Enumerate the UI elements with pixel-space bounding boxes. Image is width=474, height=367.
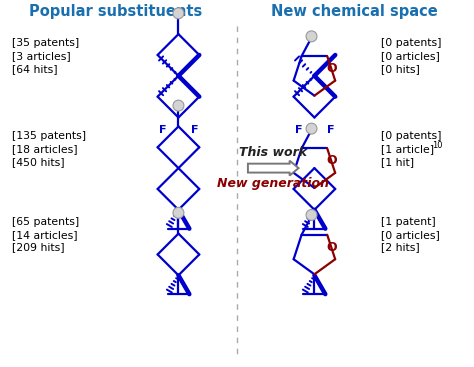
Circle shape: [173, 100, 184, 111]
Text: [1 article]: [1 article]: [381, 144, 434, 154]
Circle shape: [306, 123, 317, 134]
Text: F: F: [327, 126, 334, 135]
Text: [2 hits]: [2 hits]: [381, 243, 419, 252]
Text: F: F: [159, 126, 166, 135]
Text: [1 patent]: [1 patent]: [381, 217, 436, 227]
Circle shape: [173, 207, 184, 218]
Text: [450 hits]: [450 hits]: [12, 157, 64, 167]
Text: [18 articles]: [18 articles]: [12, 144, 77, 154]
Text: [0 patents]: [0 patents]: [381, 38, 441, 48]
Text: This work: This work: [239, 146, 307, 159]
Text: [135 patents]: [135 patents]: [12, 131, 86, 141]
Circle shape: [173, 8, 184, 19]
Text: [0 articles]: [0 articles]: [381, 51, 440, 61]
Circle shape: [306, 210, 317, 221]
Text: New chemical space: New chemical space: [271, 4, 438, 19]
Text: [1 hit]: [1 hit]: [381, 157, 414, 167]
Text: F: F: [295, 126, 302, 135]
Text: [0 articles]: [0 articles]: [381, 230, 440, 240]
Text: O: O: [326, 154, 337, 167]
Text: [14 articles]: [14 articles]: [12, 230, 77, 240]
Text: [35 patents]: [35 patents]: [12, 38, 79, 48]
Text: [209 hits]: [209 hits]: [12, 243, 64, 252]
Text: F: F: [191, 126, 198, 135]
Text: O: O: [326, 62, 337, 75]
Text: [0 patents]: [0 patents]: [381, 131, 441, 141]
Text: 10: 10: [432, 141, 443, 150]
Text: [65 patents]: [65 patents]: [12, 217, 79, 227]
Text: New generation: New generation: [217, 177, 329, 189]
FancyArrow shape: [248, 161, 299, 175]
Text: O: O: [326, 240, 337, 254]
Circle shape: [306, 31, 317, 42]
Text: [64 hits]: [64 hits]: [12, 64, 57, 74]
Text: [3 articles]: [3 articles]: [12, 51, 71, 61]
Text: Popular substituents: Popular substituents: [29, 4, 202, 19]
Text: [0 hits]: [0 hits]: [381, 64, 420, 74]
